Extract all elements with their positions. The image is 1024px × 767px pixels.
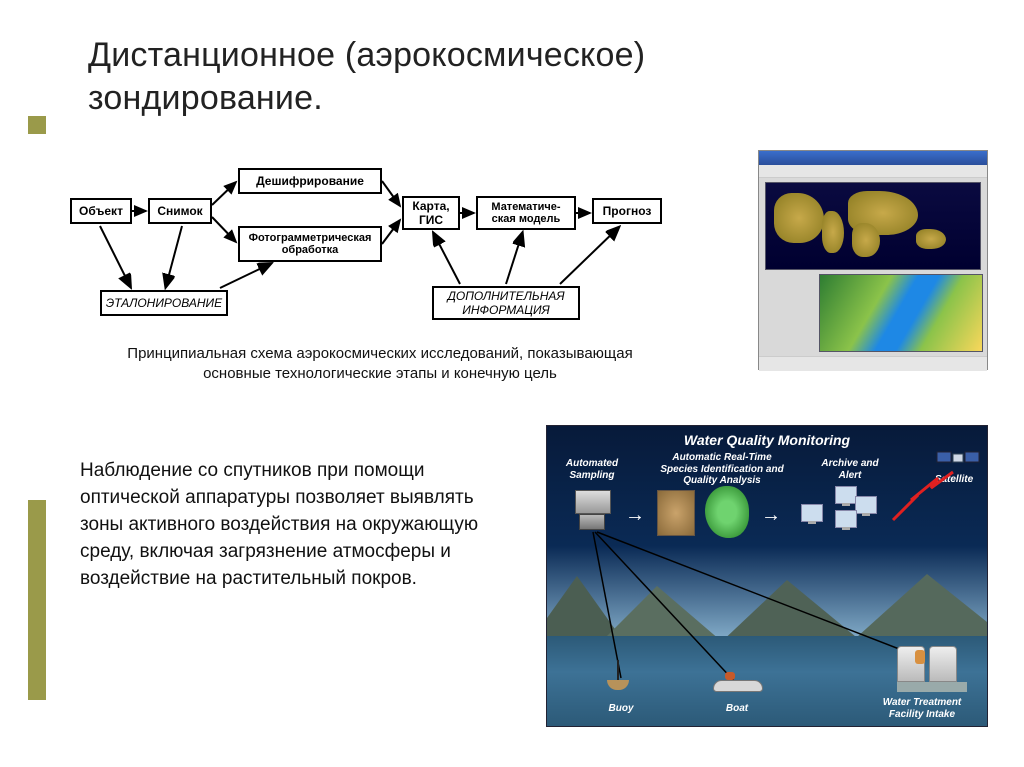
gis-toolbar (759, 165, 987, 178)
gis-body (759, 178, 987, 356)
sample-icon (657, 490, 695, 536)
wqm-lbl-species: Automatic Real-Time Species Identificati… (657, 452, 787, 487)
gis-statusbar (759, 356, 987, 371)
arrow-icon: → (761, 504, 781, 527)
sampler-icon (575, 490, 609, 530)
gis-screenshot (758, 150, 988, 370)
facility-icon (897, 646, 967, 692)
slide-title: Дистанционное (аэрокосмическое) зондиров… (88, 34, 645, 119)
wqm-lbl-archive: Archive and Alert (815, 458, 885, 481)
title-line1: Дистанционное (аэрокосмическое) (88, 36, 645, 74)
satellite-icon (935, 444, 981, 474)
body-paragraph: Наблюдение со спутников при помощи оптич… (80, 458, 480, 593)
organism-icon (705, 486, 749, 538)
wqm-lbl-facility: Water Treatment Facility Intake (867, 697, 977, 720)
arrow-icon: → (625, 504, 645, 527)
gis-region-map (819, 274, 983, 352)
accent-bar (28, 500, 46, 700)
wqm-lbl-buoy: Buoy (601, 703, 641, 715)
lightning-icon (883, 470, 973, 530)
boat-icon (713, 680, 763, 692)
flow-caption: Принципиальная схема аэрокосмических исс… (120, 344, 640, 385)
title-line2: зондирование. (88, 79, 323, 117)
accent-square (28, 116, 46, 134)
wqm-lbl-sampling: Automated Sampling (557, 458, 627, 481)
buoy-icon (607, 660, 629, 690)
slide: Дистанционное (аэрокосмическое) зондиров… (0, 0, 1024, 767)
flow-caption-text: Принципиальная схема аэрокосмических исс… (127, 345, 632, 382)
wqm-title: Water Quality Monitoring (547, 432, 987, 448)
wqm-infographic: Water Quality Monitoring Automated Sampl… (546, 425, 988, 727)
gis-titlebar (759, 151, 987, 165)
wqm-lbl-boat: Boat (717, 703, 757, 715)
gis-world-map (765, 182, 981, 270)
